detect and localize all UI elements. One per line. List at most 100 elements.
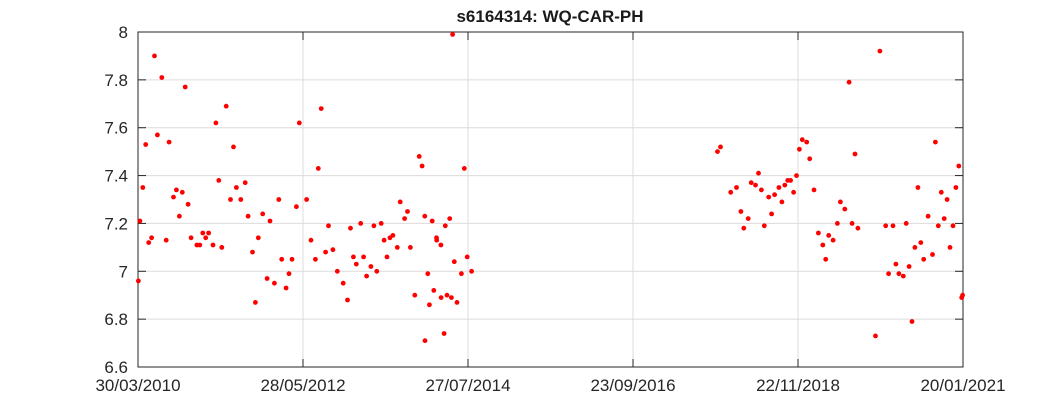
data-point <box>877 48 883 54</box>
data-point <box>351 254 356 260</box>
data-point <box>264 276 270 281</box>
data-point <box>846 79 852 85</box>
data-point <box>296 120 302 126</box>
data-point <box>231 144 236 150</box>
data-point <box>873 333 878 339</box>
data-point <box>791 189 796 195</box>
data-point <box>234 185 239 190</box>
data-point <box>422 213 428 219</box>
data-point <box>469 268 474 274</box>
data-point <box>216 178 222 183</box>
data-point <box>340 280 346 286</box>
data-point <box>238 197 244 202</box>
data-point <box>960 292 965 298</box>
data-point <box>137 218 143 224</box>
data-point <box>903 221 909 226</box>
data-point <box>206 230 212 236</box>
data-point <box>408 245 413 250</box>
data-point <box>826 233 832 238</box>
data-point <box>155 132 160 138</box>
data-point <box>451 259 457 265</box>
plot-frame <box>137 31 964 368</box>
data-point <box>933 139 938 145</box>
data-point <box>279 256 285 262</box>
data-point <box>761 223 767 229</box>
data-point <box>345 297 350 303</box>
data-point <box>442 223 448 229</box>
data-point <box>384 254 390 260</box>
data-point <box>953 185 959 190</box>
data-point <box>308 237 314 243</box>
data-point <box>950 223 956 229</box>
data-point <box>748 180 754 186</box>
data-point <box>197 242 203 248</box>
data-point <box>429 218 435 224</box>
data-point <box>315 166 321 171</box>
data-point <box>935 223 941 229</box>
data-point <box>756 170 761 176</box>
data-point <box>823 256 829 262</box>
data-point <box>378 221 384 226</box>
data-point <box>223 103 229 109</box>
y-tick-label: 7.2 <box>104 214 128 233</box>
y-tick-label: 7.8 <box>104 71 128 90</box>
data-point <box>171 194 176 200</box>
data-point <box>166 139 172 145</box>
data-point <box>886 271 891 277</box>
data-point <box>753 182 758 188</box>
data-point <box>728 189 734 195</box>
y-tick-label: 6.6 <box>104 358 128 377</box>
data-point <box>149 235 155 241</box>
y-tick-label: 8 <box>119 23 128 42</box>
data-point <box>419 163 425 169</box>
data-point <box>852 151 858 157</box>
data-point <box>253 300 258 305</box>
x-tick-label: 20/01/2021 <box>920 376 1005 395</box>
data-point <box>444 292 450 298</box>
data-point <box>842 206 848 212</box>
data-point <box>906 264 912 269</box>
data-point <box>464 254 470 260</box>
data-point <box>402 216 407 222</box>
data-point <box>461 166 467 171</box>
data-point <box>152 53 157 59</box>
grid <box>138 32 963 367</box>
data-point <box>438 295 444 300</box>
data-point <box>450 32 455 37</box>
data-point <box>397 199 403 205</box>
data-point <box>313 256 318 262</box>
chart-title: s6164314: WQ-CAR-PH <box>456 7 643 26</box>
data-point <box>136 278 141 284</box>
data-points <box>136 32 965 344</box>
data-point <box>245 213 251 219</box>
data-point <box>163 237 169 243</box>
data-point <box>782 182 788 188</box>
data-point <box>326 223 331 229</box>
data-point <box>944 197 950 202</box>
data-point <box>718 144 723 150</box>
data-point <box>915 185 921 190</box>
data-point <box>390 233 396 238</box>
data-point <box>364 273 369 279</box>
data-point <box>330 247 336 253</box>
data-point <box>816 230 821 236</box>
data-point <box>179 189 185 195</box>
data-point <box>289 256 295 262</box>
data-point <box>804 139 810 145</box>
data-point <box>776 185 782 190</box>
data-point <box>799 137 805 143</box>
data-point <box>323 249 328 255</box>
x-tick-label: 30/03/2010 <box>95 376 180 395</box>
data-point <box>177 213 182 219</box>
data-point <box>449 295 454 300</box>
data-point <box>242 180 248 186</box>
data-point <box>203 235 209 241</box>
data-point <box>394 245 400 250</box>
data-point <box>921 256 927 262</box>
data-point <box>358 221 364 226</box>
data-point <box>260 211 266 217</box>
data-point <box>159 75 165 80</box>
axis-ticks: 30/03/2010 28/05/2012 27/07/2014 23/09/2016… <box>95 23 1005 395</box>
data-point <box>210 242 216 248</box>
data-point <box>811 187 817 193</box>
